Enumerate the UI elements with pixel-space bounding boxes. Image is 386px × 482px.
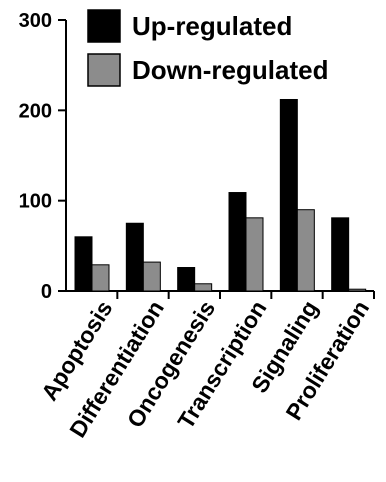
bar-up-regulated-signaling — [279, 98, 298, 292]
category-labels: ApoptosisDifferentiationOncogenesisTrans… — [36, 296, 374, 442]
bar-down-regulated-oncogenesis — [194, 283, 213, 292]
legend-swatch-down-regulated — [87, 53, 121, 87]
bar-down-regulated-transcription — [245, 217, 264, 292]
axes-layer: 0 100 200 300 — [19, 10, 375, 303]
bar-down-regulated-signaling — [296, 209, 315, 292]
legend-label-down-regulated: Down-regulated — [132, 55, 328, 85]
bar-down-regulated-proliferation — [348, 288, 367, 292]
bar-up-regulated-oncogenesis — [177, 267, 196, 292]
y-tick-label: 200 — [19, 100, 52, 122]
bar-up-regulated-differentiation — [125, 222, 144, 292]
legend: Up-regulated Down-regulated — [87, 9, 328, 87]
bar-up-regulated-proliferation — [331, 217, 350, 292]
y-tick-label: 100 — [19, 191, 52, 213]
legend-label-up-regulated: Up-regulated — [132, 11, 292, 41]
y-tick-label: 300 — [19, 10, 52, 32]
bar-down-regulated-apoptosis — [91, 264, 110, 292]
bar-down-regulated-differentiation — [142, 261, 161, 292]
y-tick-label: 0 — [41, 281, 52, 303]
bar-up-regulated-apoptosis — [74, 236, 93, 292]
bar-up-regulated-transcription — [228, 192, 247, 292]
legend-swatch-up-regulated — [87, 9, 121, 43]
bars-layer — [74, 98, 367, 292]
